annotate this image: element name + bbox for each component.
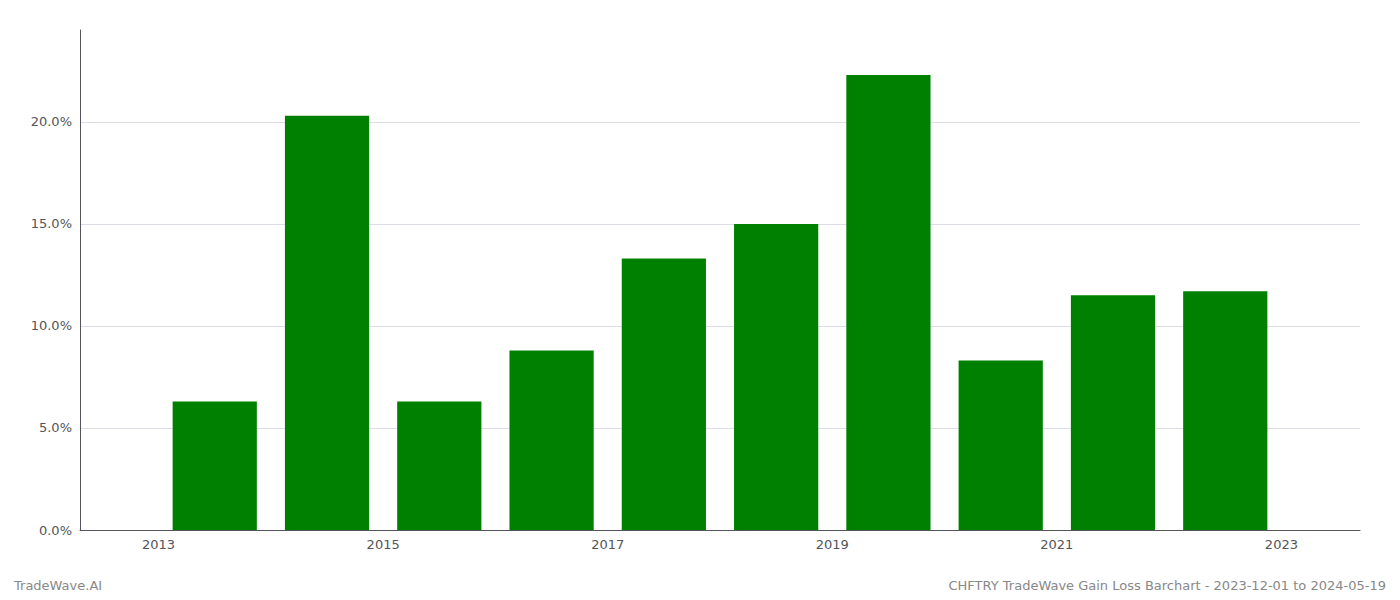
svg-text:2015: 2015 xyxy=(367,537,400,552)
svg-text:20.0%: 20.0% xyxy=(31,114,72,129)
svg-text:5.0%: 5.0% xyxy=(39,420,72,435)
svg-text:TradeWave.AI: TradeWave.AI xyxy=(13,578,102,593)
svg-text:15.0%: 15.0% xyxy=(31,216,72,231)
svg-text:2013: 2013 xyxy=(142,537,175,552)
svg-text:2019: 2019 xyxy=(816,537,849,552)
svg-text:2023: 2023 xyxy=(1265,537,1298,552)
svg-text:2021: 2021 xyxy=(1040,537,1073,552)
svg-text:0.0%: 0.0% xyxy=(39,523,72,538)
svg-text:CHFTRY TradeWave Gain Loss Bar: CHFTRY TradeWave Gain Loss Barchart - 20… xyxy=(949,578,1387,593)
svg-text:10.0%: 10.0% xyxy=(31,318,72,333)
svg-text:2017: 2017 xyxy=(591,537,624,552)
